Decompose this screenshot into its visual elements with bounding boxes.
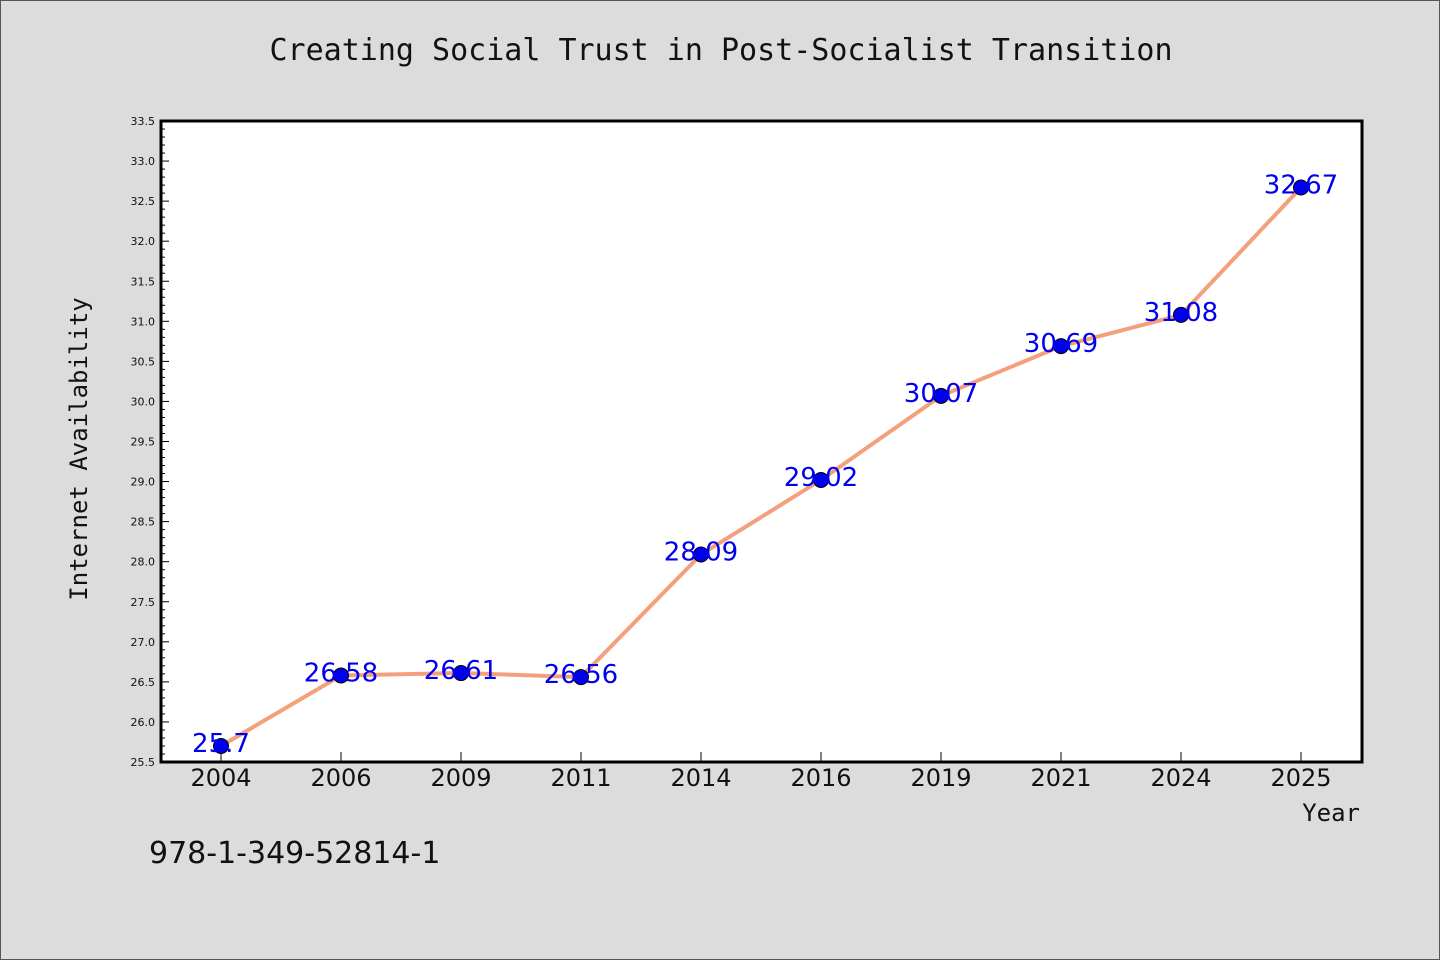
x-tick-label: 2009 — [430, 764, 491, 792]
data-point — [693, 546, 709, 563]
y-tick-label: 27.0 — [131, 636, 156, 649]
data-point — [933, 387, 949, 404]
y-axis-label: Internet Availability — [65, 297, 93, 600]
plot-area — [159, 119, 1364, 764]
y-tick-label: 33.5 — [131, 115, 156, 128]
data-label: 26.56 — [544, 660, 618, 690]
y-tick-label: 28.0 — [131, 556, 156, 569]
data-point — [213, 737, 229, 754]
chart-title: Creating Social Trust in Post-Socialist … — [269, 33, 1173, 68]
y-tick-label: 29.0 — [131, 476, 156, 489]
data-point — [1053, 338, 1069, 355]
isbn-text: 978-1-349-52814-1 — [149, 836, 441, 871]
data-point — [573, 669, 589, 686]
x-tick-label: 2004 — [190, 764, 251, 792]
y-tick-label: 29.5 — [131, 436, 156, 449]
data-label: 26.61 — [424, 656, 498, 686]
data-point — [1293, 179, 1309, 196]
x-tick-label: 2014 — [670, 764, 731, 792]
y-axis: 25.5 26.0 26.5 27.0 27.5 28.0 28.5 29.0 29.5 30.0… — [131, 115, 169, 769]
x-tick-label: 2019 — [910, 764, 971, 792]
data-label: 30.07 — [904, 379, 978, 409]
y-tick-label: 27.5 — [131, 596, 156, 609]
data-point — [813, 471, 829, 488]
x-axis: 2004 2006 2009 2011 2014 2016 2019 2021 2024 2025 — [190, 752, 1332, 792]
y-tick-label: 30.0 — [131, 395, 156, 408]
y-tick-label: 26.5 — [131, 676, 156, 689]
data-point — [1173, 306, 1189, 323]
data-label: 30.69 — [1024, 329, 1098, 359]
data-label: 26.58 — [304, 658, 378, 688]
data-label: 32.67 — [1264, 171, 1338, 201]
x-tick-label: 2011 — [550, 764, 611, 792]
y-tick-label: 28.5 — [131, 516, 156, 529]
data-label: 31.08 — [1144, 298, 1218, 328]
data-labels: 25.7 26.58 26.61 26.56 28.09 29.02 30.07 30.69 3… — [192, 171, 1338, 759]
x-tick-label: 2024 — [1150, 764, 1211, 792]
data-point — [333, 667, 349, 684]
y-tick-label: 31.0 — [131, 315, 156, 328]
y-tick-label: 32.0 — [131, 235, 156, 248]
y-tick-label: 25.5 — [131, 756, 156, 769]
y-tick-label: 31.5 — [131, 275, 156, 288]
data-point — [453, 665, 469, 682]
y-tick-label: 32.5 — [131, 195, 156, 208]
data-label: 28.09 — [664, 537, 738, 567]
data-label: 25.7 — [192, 729, 250, 759]
x-tick-label: 2016 — [790, 764, 851, 792]
x-tick-label: 2006 — [310, 764, 371, 792]
y-tick-label: 33.0 — [131, 155, 156, 168]
series-line — [219, 186, 1303, 748]
x-axis-label: Year — [1302, 799, 1360, 827]
x-tick-label: 2021 — [1030, 764, 1091, 792]
y-tick-label: 30.5 — [131, 355, 156, 368]
data-label: 29.02 — [784, 463, 858, 493]
x-tick-label: 2025 — [1270, 764, 1331, 792]
y-tick-label: 26.0 — [131, 716, 156, 729]
data-markers — [213, 179, 1309, 754]
